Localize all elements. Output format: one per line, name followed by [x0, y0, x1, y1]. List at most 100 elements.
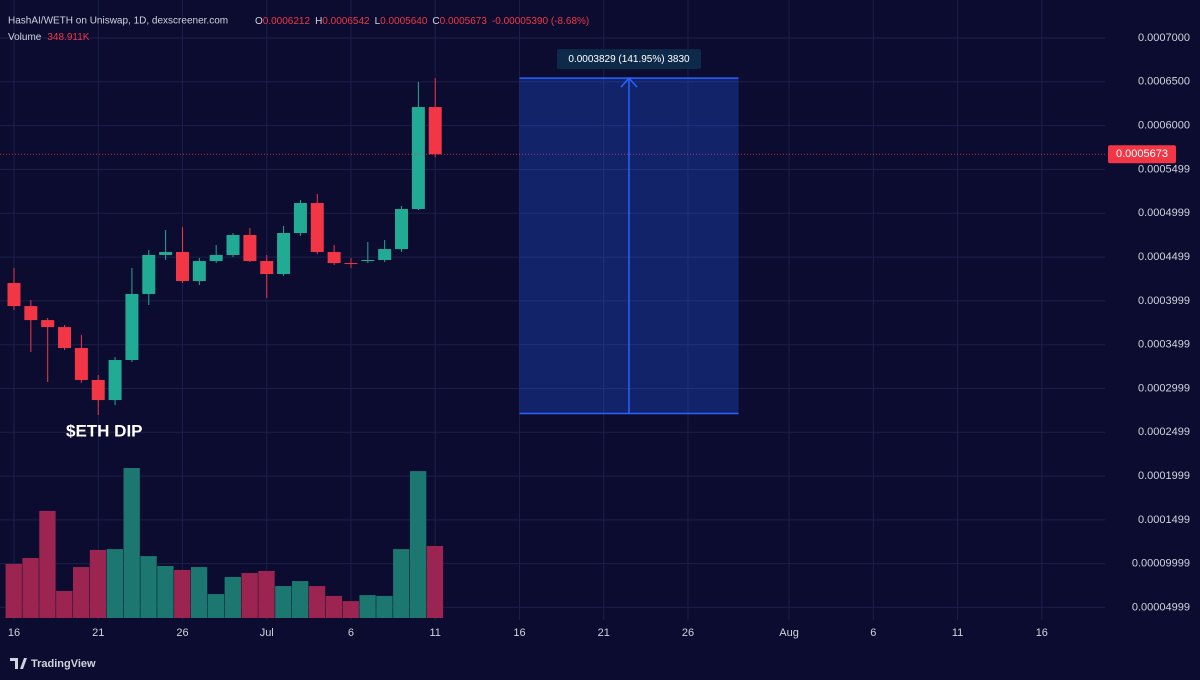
volume-bar — [409, 471, 427, 618]
y-tick-label: 0.0004999 — [1138, 207, 1190, 219]
candle-body — [108, 360, 122, 401]
volume-bar — [426, 546, 444, 618]
volume-bar — [376, 595, 393, 618]
y-tick-label: 0.0005499 — [1138, 163, 1190, 175]
volume-bar — [5, 563, 22, 618]
annotation: $ETH DIP — [66, 421, 143, 440]
volume-bar — [22, 557, 39, 618]
volume-bar — [393, 549, 410, 618]
x-tick-label: 26 — [682, 627, 694, 639]
candle-body — [260, 261, 274, 274]
candle-body — [293, 203, 307, 234]
candle-body — [411, 107, 425, 210]
last-price-label: 0.0005673 — [1116, 148, 1168, 160]
candle-body — [361, 259, 375, 262]
x-tick-label: 6 — [348, 627, 354, 639]
candle-body — [24, 306, 38, 321]
volume-bar — [308, 586, 326, 618]
volume-bar — [56, 590, 73, 618]
last-price-tag — [1108, 145, 1176, 164]
volume-bar — [72, 567, 90, 618]
legend-text: 348.911K — [47, 32, 89, 43]
brand-logo — [10, 658, 27, 669]
candle-body — [243, 235, 257, 262]
x-tick-label: 26 — [176, 627, 188, 639]
candle-body — [310, 203, 324, 253]
marks — [0, 77, 1105, 618]
candle-body — [125, 293, 139, 361]
brand-name: TradingView — [31, 658, 96, 670]
volume-legend: Volume 348.911K — [8, 32, 90, 43]
legend-text: C — [432, 16, 439, 27]
volume-bar — [106, 549, 124, 618]
ohlc-legend: O0.0006212 H0.0006542 L0.0005640 C0.0005673… — [255, 16, 589, 27]
x-tick-label: 11 — [952, 627, 963, 639]
x-tick-label: Jul — [260, 627, 274, 639]
y-tick-label: 0.0002499 — [1138, 426, 1190, 438]
candle-body — [428, 107, 442, 155]
y-tick-label: 0.0001999 — [1138, 470, 1190, 482]
candle-body — [74, 348, 88, 380]
candle-body — [378, 249, 392, 260]
legend-text: 0.0005640 — [380, 16, 428, 27]
y-tick-label: 0.0007000 — [1138, 32, 1190, 44]
y-tick-label: 0.0003999 — [1138, 295, 1190, 307]
volume-bar — [275, 586, 292, 618]
y-tick-label: 0.0002999 — [1138, 382, 1190, 394]
x-tick-label: 16 — [8, 627, 20, 639]
legend-text: -0.00005390 (-8.68%) — [492, 16, 589, 27]
measure-label: 0.0003829 (141.95%) 3830 — [568, 54, 690, 65]
volume-bar — [140, 556, 157, 618]
legend-text: 0.0005673 — [440, 16, 488, 27]
candle-body — [226, 235, 240, 255]
volume-bar — [39, 510, 56, 618]
volume-bar — [292, 581, 309, 618]
candle-body — [344, 263, 358, 265]
legend-text: H — [315, 16, 322, 27]
candle-body — [327, 252, 341, 264]
legend-text: L — [375, 16, 381, 27]
volume-bar — [157, 566, 174, 618]
volume-bar — [190, 567, 208, 618]
candle-body — [91, 379, 105, 401]
volume-bar — [359, 595, 376, 618]
candle-body — [192, 261, 206, 282]
brand: TradingView — [10, 658, 96, 670]
y-tick-label: 0.00009999 — [1132, 558, 1190, 570]
volume-bar — [258, 570, 275, 618]
volume-bar — [207, 594, 225, 618]
y-tick-label: 0.0004499 — [1138, 251, 1190, 263]
labels: HashAI/WETH on Uniswap, 1D, dexscreener.… — [8, 16, 1190, 639]
volume-bar — [325, 595, 343, 618]
measure-arrowhead — [620, 77, 638, 88]
candle-body — [395, 209, 409, 250]
y-tick-label: 0.00004999 — [1132, 601, 1190, 613]
legend-text: 0.0006542 — [322, 16, 370, 27]
x-tick-label: 11 — [430, 627, 441, 639]
candle-body — [175, 252, 189, 282]
y-tick-label: 0.0001499 — [1138, 514, 1190, 526]
legend-text: O — [255, 16, 263, 27]
x-tick-label: 21 — [92, 627, 104, 639]
x-tick-label: 16 — [1036, 627, 1048, 639]
x-tick-label: 16 — [513, 627, 525, 639]
volume-bar — [123, 468, 140, 618]
candle-body — [41, 320, 55, 328]
candle-body — [159, 252, 173, 255]
candle-body — [7, 283, 21, 307]
measure-label-box — [556, 49, 701, 70]
legend-text: Volume — [8, 32, 42, 43]
volume-bar — [174, 569, 191, 618]
candle-body — [277, 233, 291, 274]
candle-body — [142, 254, 156, 294]
volume-bar — [89, 549, 107, 618]
y-tick-label: 0.0003499 — [1138, 339, 1190, 351]
chart-title: HashAI/WETH on Uniswap, 1D, dexscreener.… — [8, 16, 228, 27]
x-tick-label: Aug — [779, 627, 799, 639]
volume-bar — [342, 601, 359, 618]
legend-text: 0.0006212 — [263, 16, 311, 27]
volume-bar — [224, 576, 241, 618]
x-tick-label: 21 — [598, 627, 610, 639]
